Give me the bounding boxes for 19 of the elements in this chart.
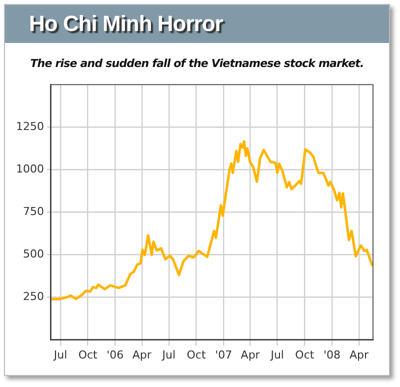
y-tick-label: 1250: [16, 120, 44, 133]
x-tick-label: Oct: [78, 348, 98, 362]
x-tick-label: Apr: [132, 348, 152, 362]
y-tick-label: 750: [22, 205, 44, 218]
x-tick-label: Apr: [240, 348, 260, 362]
chart-subtitle: The rise and sudden fall of the Vietnamese stock market.: [29, 57, 365, 70]
y-tick-label: 500: [22, 248, 44, 261]
x-tick-label: Jul: [270, 348, 284, 362]
x-tick-label: '06: [106, 348, 124, 362]
x-tick-label: Jul: [52, 348, 68, 362]
x-tick-label: Oct: [295, 348, 315, 362]
x-tick-label: '07: [215, 348, 232, 362]
y-tick-label: 1000: [16, 162, 44, 176]
x-tick-label: Oct: [186, 348, 206, 362]
x-tick-label: Jul: [161, 348, 176, 362]
x-tick-label: '08: [323, 348, 341, 362]
chart-title: Ho Chi Minh Horror: [5, 5, 389, 43]
x-tick-label: Apr: [350, 348, 370, 362]
y-tick-label: 250: [22, 290, 44, 304]
